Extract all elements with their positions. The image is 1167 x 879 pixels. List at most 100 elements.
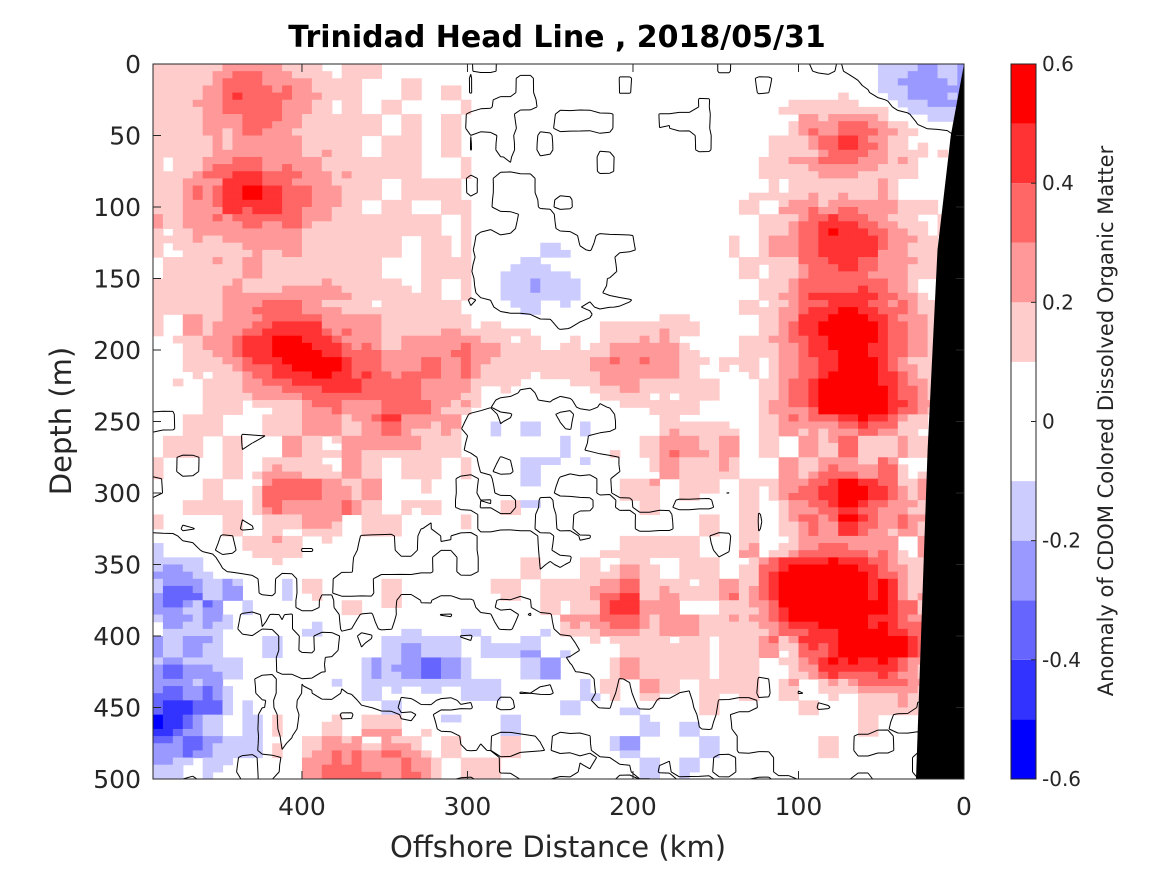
field-cell — [371, 178, 382, 187]
field-cell — [897, 507, 909, 516]
field-cell — [391, 750, 402, 759]
field-cell — [778, 543, 790, 551]
field-cell — [222, 471, 234, 480]
field-cell — [520, 643, 531, 651]
field-cell — [162, 771, 174, 779]
field-cell — [192, 114, 204, 122]
field-cell — [887, 392, 899, 401]
field-cell — [838, 249, 849, 258]
field-cell — [768, 364, 780, 373]
field-cell — [282, 228, 293, 237]
field-cell — [877, 442, 889, 451]
colorbar-swatch — [1011, 719, 1036, 779]
field-cell — [440, 350, 452, 358]
field-cell — [401, 736, 412, 744]
field-cell — [321, 400, 333, 408]
field-cell — [758, 407, 770, 415]
field-cell — [907, 307, 919, 315]
field-cell — [848, 178, 859, 187]
field-cell — [679, 571, 690, 580]
field-cell — [361, 771, 373, 779]
field-cell — [937, 149, 949, 158]
field-cell — [153, 571, 164, 580]
field-cell — [858, 414, 869, 423]
field-cell — [192, 728, 204, 737]
field-cell — [490, 693, 502, 701]
field-cell — [232, 350, 243, 358]
field-cell — [292, 543, 303, 551]
field-cell — [202, 299, 214, 308]
field-cell — [917, 357, 929, 365]
field-cell — [351, 607, 363, 616]
field-cell — [182, 271, 194, 280]
field-cell — [848, 400, 859, 408]
field-cell — [897, 478, 909, 487]
field-cell — [212, 643, 224, 651]
field-cell — [550, 585, 561, 594]
field-cell — [212, 614, 224, 623]
field-cell — [798, 335, 810, 344]
field-cell — [877, 507, 889, 516]
field-cell — [212, 728, 224, 737]
field-cell — [887, 442, 899, 451]
field-cell — [728, 657, 740, 666]
field-cell — [401, 307, 412, 315]
field-cell — [699, 678, 710, 687]
field-cell — [421, 671, 432, 680]
field-cell — [162, 264, 174, 272]
field-cell — [232, 164, 243, 172]
field-cell — [858, 249, 869, 258]
field-cell — [669, 628, 680, 637]
field-cell — [848, 285, 859, 294]
field-cell — [679, 378, 690, 387]
field-cell — [500, 335, 512, 344]
field-cell — [858, 671, 869, 680]
field-cell — [301, 71, 313, 79]
colorbar-swatch — [1011, 540, 1036, 601]
field-cell — [877, 450, 889, 458]
field-cell — [341, 114, 353, 122]
field-cell — [838, 314, 849, 322]
field-cell — [222, 178, 234, 187]
field-cell — [848, 636, 859, 644]
field-cell — [182, 414, 194, 423]
field-cell — [440, 321, 452, 330]
field-cell — [331, 278, 343, 287]
field-cell — [788, 106, 800, 115]
field-cell — [172, 142, 184, 151]
field-cell — [331, 485, 343, 494]
field-cell — [887, 686, 899, 694]
field-cell — [440, 178, 452, 187]
field-cell — [848, 514, 859, 523]
field-cell — [629, 743, 641, 751]
field-cell — [480, 636, 492, 644]
field-cell — [758, 342, 770, 351]
field-cell — [292, 71, 303, 79]
field-cell — [321, 92, 333, 101]
field-cell — [292, 156, 303, 165]
field-cell — [401, 757, 412, 766]
field-cell — [292, 478, 303, 487]
field-cell — [162, 185, 174, 194]
field-cell — [460, 228, 472, 237]
x-axis: 400 300 200 100 0 — [278, 64, 972, 821]
field-cell — [222, 686, 234, 694]
field-cell — [202, 142, 214, 151]
field-cell — [272, 114, 283, 122]
field-cell — [619, 571, 631, 580]
field-cell — [421, 264, 432, 272]
field-cell — [540, 585, 551, 594]
field-cell — [629, 371, 641, 380]
field-cell — [401, 221, 412, 230]
field-cell — [301, 378, 313, 387]
field-cell — [232, 664, 243, 673]
field-cell — [411, 92, 422, 101]
field-cell — [282, 121, 293, 129]
field-cell — [639, 357, 651, 365]
field-cell — [460, 664, 472, 673]
field-cell — [391, 242, 402, 251]
field-cell — [242, 257, 253, 265]
field-cell — [530, 335, 541, 344]
field-cell — [311, 414, 323, 423]
field-cell — [262, 493, 273, 501]
